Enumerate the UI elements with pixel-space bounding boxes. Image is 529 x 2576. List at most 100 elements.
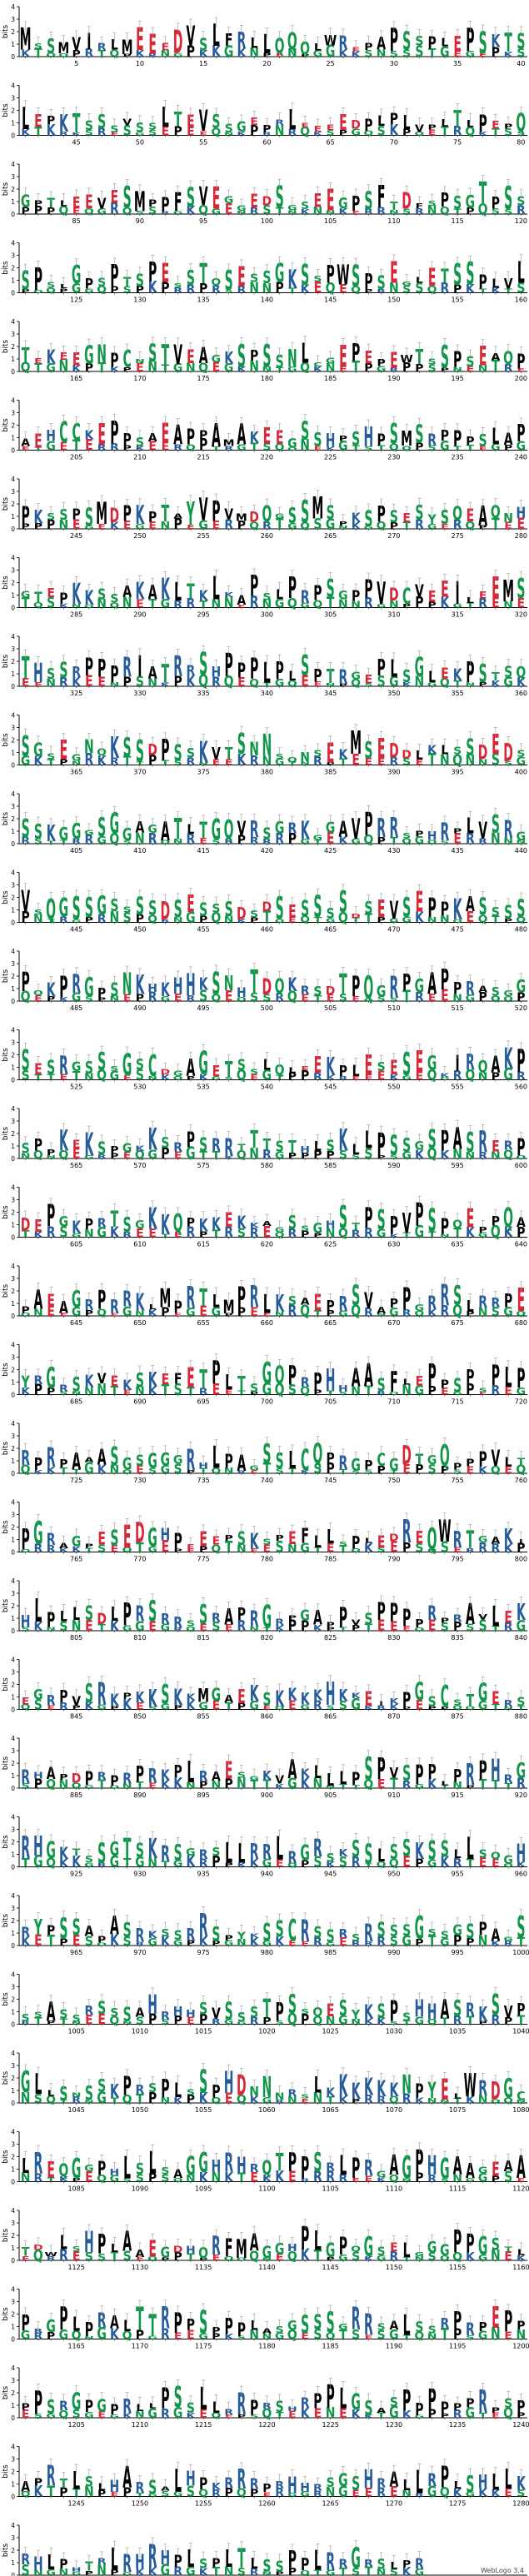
residue-glyph: K <box>275 1687 285 1712</box>
y-tick-label: 1 <box>11 670 15 678</box>
x-tick-label: 260 <box>261 532 273 540</box>
x-tick-label: 350 <box>387 690 400 697</box>
y-tick-label: 0 <box>11 1470 15 1477</box>
y-tick-label: 2 <box>11 1445 15 1452</box>
x-tick-label: 550 <box>387 1084 400 1091</box>
x-tick-label: 600 <box>515 1162 527 1169</box>
x-tick-label: 530 <box>133 1084 146 1091</box>
x-tick-label: 480 <box>515 926 527 934</box>
x-tick-label: 395 <box>451 769 463 776</box>
y-axis-label: bits <box>2 182 10 196</box>
y-tick-label: 0 <box>11 998 15 1005</box>
x-tick-label: 565 <box>70 1162 82 1169</box>
y-tick-label: 2 <box>11 1682 15 1689</box>
x-tick-label: 690 <box>133 1398 146 1406</box>
x-tick-label: 295 <box>197 611 209 619</box>
y-tick-label: 1 <box>11 1457 15 1465</box>
y-tick-label: 0 <box>11 1549 15 1557</box>
y-tick-label: 1 <box>11 985 15 993</box>
x-tick-label: 570 <box>133 1162 146 1169</box>
x-tick-label: 145 <box>324 296 337 304</box>
residue-glyph: K <box>389 1697 399 1706</box>
x-tick-label: 165 <box>70 375 82 382</box>
residue-glyph: K <box>33 507 43 528</box>
x-tick-label: 615 <box>197 1241 209 1248</box>
x-tick-label: 345 <box>324 690 337 697</box>
x-tick-label: 880 <box>515 1713 527 1721</box>
x-tick-label: 705 <box>324 1398 337 1406</box>
y-tick-label: 1 <box>11 907 15 914</box>
x-tick-label: 685 <box>70 1398 82 1406</box>
residue-glyph: K <box>504 1042 514 1076</box>
y-tick-label: 0 <box>11 1707 15 1714</box>
x-tick-label: 215 <box>197 454 209 461</box>
y-tick-label: 2 <box>11 973 15 980</box>
residue-glyph: K <box>84 1126 94 1163</box>
x-tick-label: 170 <box>133 375 146 382</box>
x-tick-label: 310 <box>387 611 400 619</box>
y-tick-label: 0 <box>11 526 15 533</box>
x-tick-label: 840 <box>515 1634 527 1642</box>
x-tick-label: 490 <box>133 1004 146 1012</box>
y-tick-label: 3 <box>11 173 15 181</box>
x-tick-label: 405 <box>70 847 82 855</box>
x-tick-label: 435 <box>451 847 463 855</box>
x-tick-label: 455 <box>197 926 209 934</box>
residue-glyph: K <box>161 573 170 607</box>
residue-glyph: K <box>491 31 500 52</box>
y-tick-label: 4 <box>11 1577 15 1585</box>
x-tick-label: 95 <box>199 217 207 225</box>
y-tick-label: 0 <box>11 1234 15 1242</box>
y-tick-label: 0 <box>11 132 15 140</box>
y-tick-label: 2 <box>11 1367 15 1374</box>
x-tick-label: 860 <box>261 1713 273 1721</box>
residue-glyph: K <box>250 429 260 446</box>
y-tick-label: 1 <box>11 435 15 442</box>
residue-glyph: K <box>212 1214 221 1235</box>
y-tick-label: 4 <box>11 1420 15 1428</box>
x-tick-label: 25 <box>327 60 335 67</box>
x-tick-label: 495 <box>197 1004 209 1012</box>
y-tick-label: 4 <box>11 1027 15 1034</box>
y-tick-label: 1 <box>11 592 15 600</box>
y-tick-label: 4 <box>11 1499 15 1507</box>
y-axis-label: bits <box>2 1598 10 1612</box>
x-tick-label: 610 <box>133 1241 146 1248</box>
x-tick-label: 185 <box>324 375 337 382</box>
x-tick-label: 520 <box>515 1004 527 1012</box>
residue-glyph: K <box>47 346 57 369</box>
residue-glyph: K <box>110 731 119 765</box>
y-tick-label: 1 <box>11 750 15 757</box>
y-tick-label: 2 <box>11 815 15 823</box>
x-tick-label: 60 <box>262 139 271 147</box>
x-tick-label: 510 <box>387 1004 400 1012</box>
y-tick-label: 0 <box>11 605 15 612</box>
x-tick-label: 440 <box>515 847 527 855</box>
x-tick-label: 300 <box>261 611 273 619</box>
x-tick-label: 535 <box>197 1084 209 1091</box>
y-tick-label: 2 <box>11 501 15 508</box>
x-tick-label: 470 <box>387 926 400 934</box>
y-tick-label: 0 <box>11 1627 15 1635</box>
residue-glyph: V <box>352 1617 362 1627</box>
y-tick-label: 2 <box>11 265 15 272</box>
y-tick-label: 4 <box>11 1342 15 1349</box>
residue-glyph: Y <box>427 511 437 527</box>
y-tick-label: 2 <box>11 1130 15 1138</box>
residue-glyph: K <box>84 586 94 610</box>
x-tick-label: 50 <box>136 139 144 147</box>
x-tick-label: 390 <box>387 769 400 776</box>
y-tick-label: 0 <box>11 762 15 770</box>
x-tick-label: 625 <box>324 1241 337 1248</box>
x-tick-label: 675 <box>451 1319 463 1327</box>
y-tick-label: 4 <box>11 948 15 955</box>
residue-glyph: A <box>59 1298 68 1318</box>
x-tick-label: 485 <box>70 1004 82 1012</box>
y-tick-label: 0 <box>11 447 15 455</box>
residue-glyph: K <box>275 1291 285 1318</box>
x-tick-label: 335 <box>197 690 209 697</box>
